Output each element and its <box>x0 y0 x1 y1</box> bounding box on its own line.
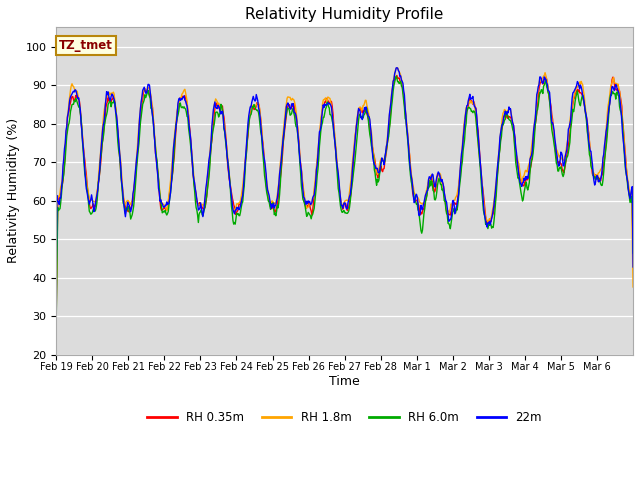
Text: TZ_tmet: TZ_tmet <box>59 39 113 52</box>
Legend: RH 0.35m, RH 1.8m, RH 6.0m, 22m: RH 0.35m, RH 1.8m, RH 6.0m, 22m <box>143 406 547 429</box>
Title: Relativity Humidity Profile: Relativity Humidity Profile <box>246 7 444 22</box>
X-axis label: Time: Time <box>329 375 360 388</box>
Y-axis label: Relativity Humidity (%): Relativity Humidity (%) <box>7 119 20 264</box>
